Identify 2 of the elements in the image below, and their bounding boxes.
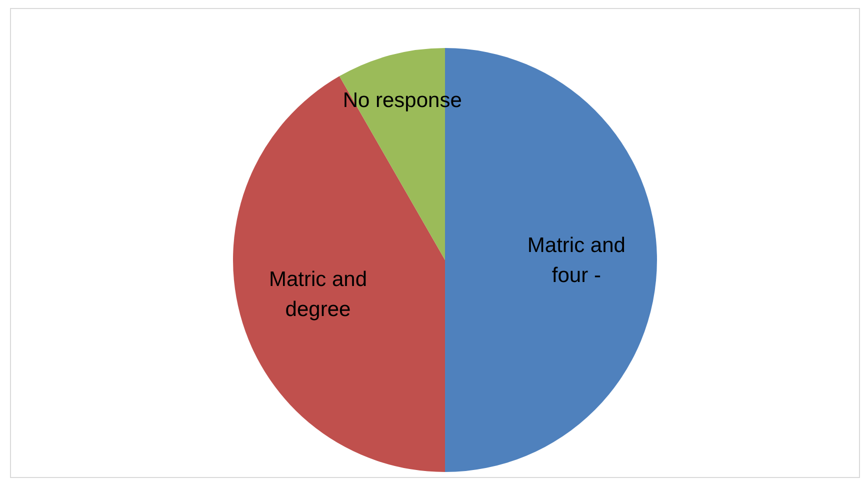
slice-label: Matric and four -	[527, 234, 626, 286]
slice-label: Matric and degree	[268, 267, 368, 320]
